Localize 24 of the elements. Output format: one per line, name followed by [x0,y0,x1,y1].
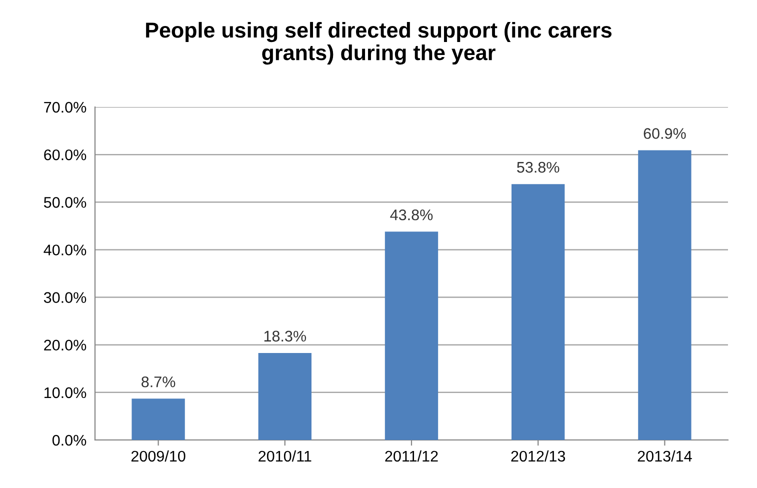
bar [512,184,565,440]
data-label: 60.9% [644,128,686,139]
data-label: 43.8% [390,209,433,220]
x-tick-label: 2010/11 [258,450,312,462]
bar [132,398,185,440]
chart-title: People using self directed support (inc carers grants) during the year [146,22,612,65]
y-tick-label: 40.0% [44,244,86,256]
bar [638,150,692,440]
x-tick-label: 2009/10 [131,450,186,462]
bar [258,352,312,440]
y-tick-label: 50.0% [44,197,86,208]
y-tick-label: 70.0% [44,102,86,113]
y-tick-label: 10.0% [44,387,86,398]
x-tick-label: 2011/12 [385,450,438,462]
x-tick-label: 2012/13 [511,450,566,462]
x-tick-label: 2013/14 [638,450,692,462]
y-tick-label: 60.0% [44,149,86,160]
y-tick-label: 0.0% [52,434,86,446]
data-label: 53.8% [517,162,560,173]
bar [384,232,438,440]
data-label: 18.3% [264,330,306,342]
y-tick-label: 20.0% [44,340,86,351]
data-label: 8.7% [142,376,176,388]
y-tick-label: 30.0% [44,292,86,303]
